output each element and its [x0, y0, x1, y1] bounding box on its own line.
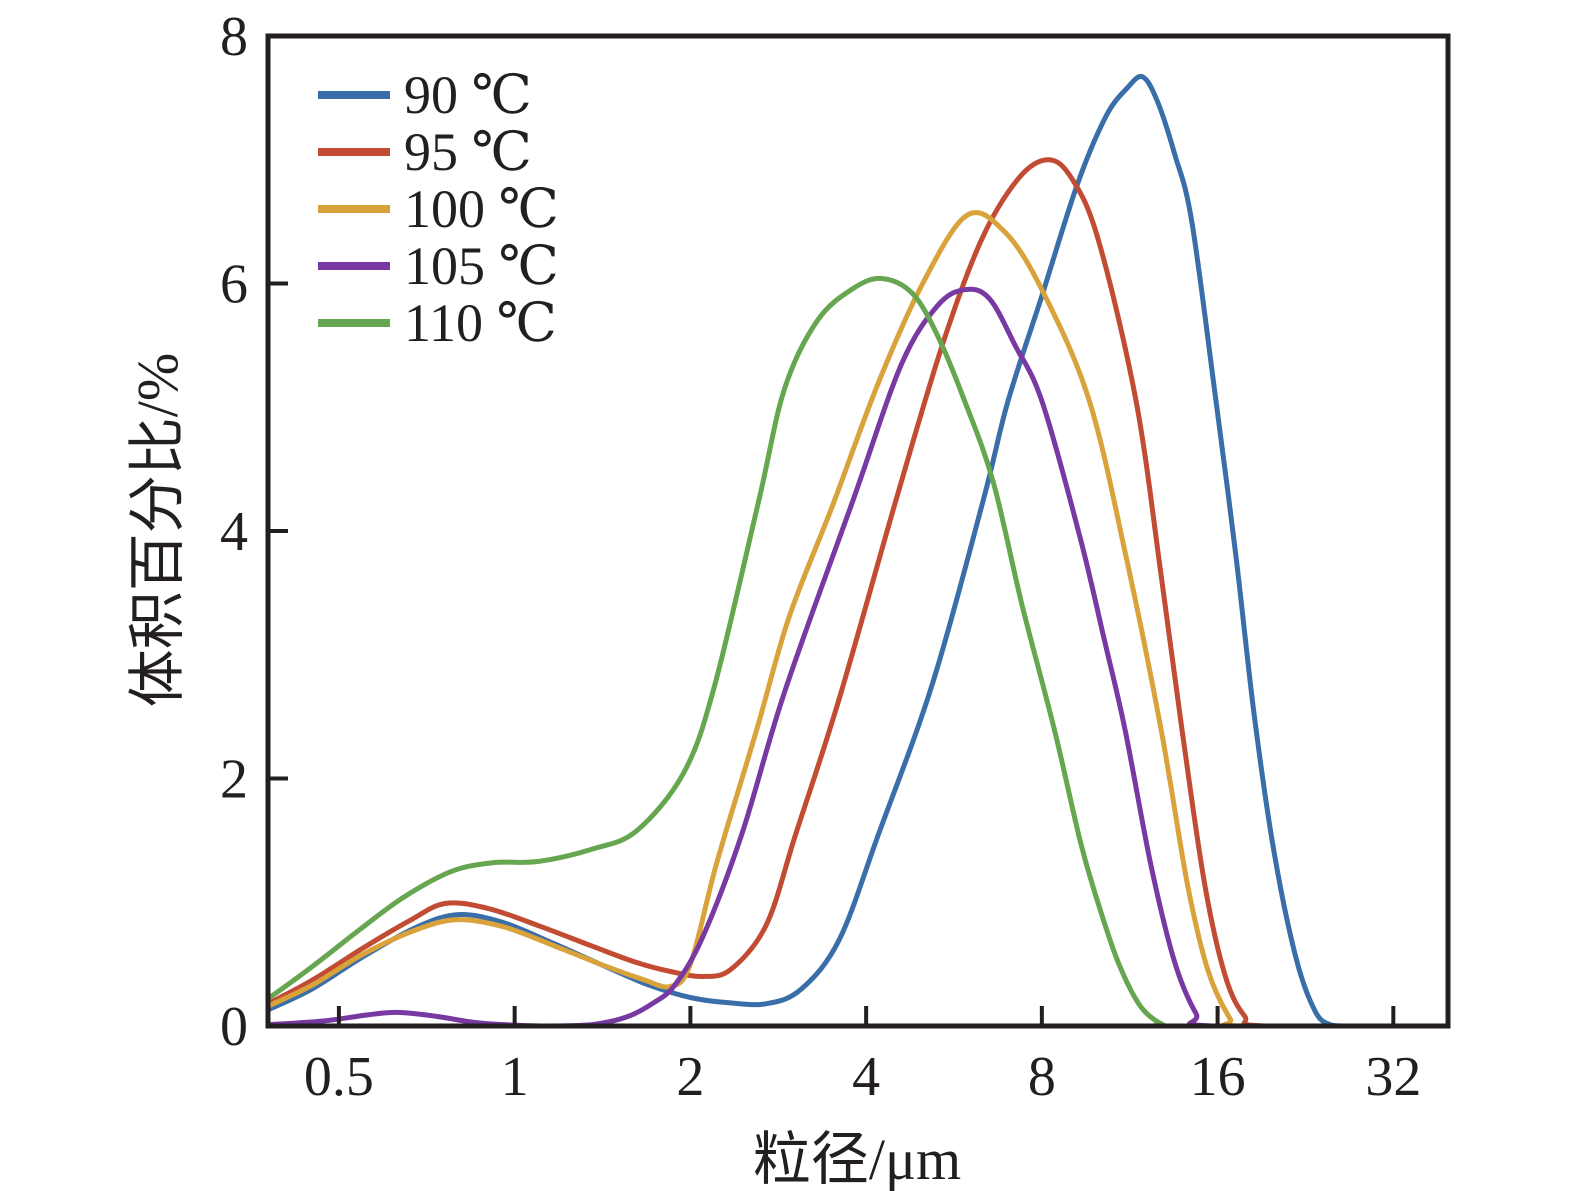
- legend-label-110c: 110 ℃: [404, 293, 557, 353]
- y-tick-label: 4: [220, 501, 248, 563]
- y-tick-label: 6: [220, 254, 248, 316]
- y-tick-label: 8: [220, 6, 248, 68]
- series-line-100c: [268, 210, 1448, 1026]
- x-tick-label: 1: [501, 1046, 529, 1108]
- series-line-110c: [268, 275, 1448, 1026]
- x-tick-label: 0.5: [304, 1046, 374, 1108]
- y-tick-label: 2: [220, 749, 248, 811]
- x-tick-label: 2: [676, 1046, 704, 1108]
- series-line-95c: [268, 157, 1448, 1026]
- x-tick-label: 32: [1365, 1046, 1421, 1108]
- x-tick-label: 4: [852, 1046, 880, 1108]
- x-tick-label: 8: [1028, 1046, 1056, 1108]
- legend-label-95c: 95 ℃: [404, 122, 532, 182]
- legend-label-90c: 90 ℃: [404, 65, 532, 125]
- y-tick-label: 0: [220, 996, 248, 1058]
- legend-label-105c: 105 ℃: [404, 236, 559, 296]
- y-axis-title: 体积百分比/%: [125, 352, 190, 708]
- legend-label-100c: 100 ℃: [404, 179, 559, 239]
- x-tick-label: 16: [1190, 1046, 1246, 1108]
- x-axis-title: 粒径/μm: [752, 1127, 962, 1191]
